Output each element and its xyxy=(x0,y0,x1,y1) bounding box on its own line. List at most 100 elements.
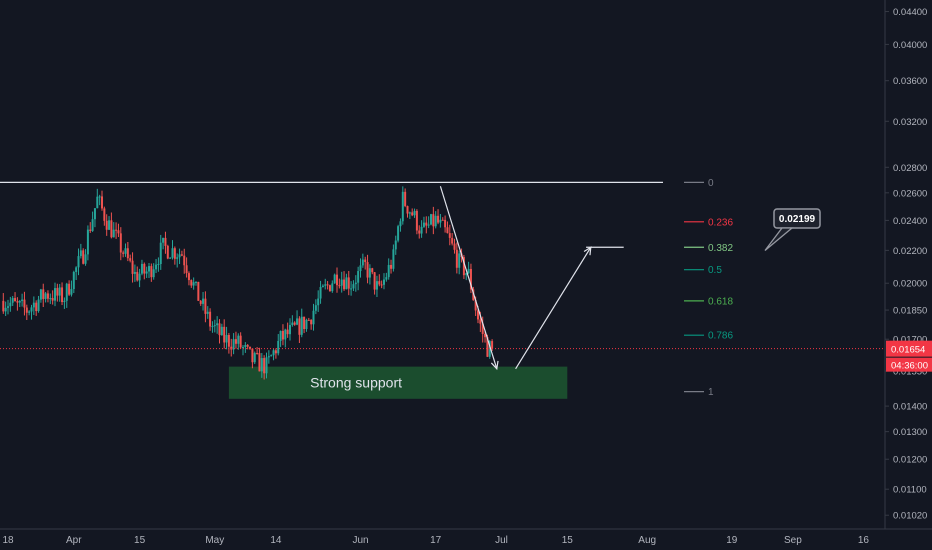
candle-body xyxy=(70,289,73,295)
price-callout[interactable]: 0.02199 xyxy=(764,208,821,252)
candle-body xyxy=(465,273,468,276)
candle-body xyxy=(65,283,68,301)
candle-body xyxy=(272,350,275,356)
candle-body xyxy=(267,356,270,358)
candle-body xyxy=(225,334,228,343)
fib-level-label: 0.618 xyxy=(708,296,733,307)
candle-body xyxy=(32,302,35,308)
candle-body xyxy=(124,248,127,254)
price-axis-ticks: 0.04400 0.04000 0.03600 0.03200 0.02800 0.026… xyxy=(885,7,927,522)
price-tick-label: 0.02600 xyxy=(893,188,927,199)
candle-body xyxy=(422,222,425,227)
candle-body xyxy=(321,285,324,287)
candle-body xyxy=(446,227,449,234)
candle-body xyxy=(211,326,214,328)
candle-body xyxy=(491,341,494,349)
fib-level-label: 0 xyxy=(708,178,714,189)
candle-body xyxy=(63,300,66,303)
candle-body xyxy=(479,319,482,324)
candle-body xyxy=(387,264,390,278)
candle-body xyxy=(37,299,40,312)
candle-body xyxy=(150,266,153,278)
countdown-badge xyxy=(886,357,932,372)
candle-body xyxy=(411,212,414,216)
candle-body xyxy=(484,333,487,338)
candle-body xyxy=(347,277,350,289)
candle-body xyxy=(458,253,461,268)
time-axis[interactable] xyxy=(0,528,932,550)
candle-body xyxy=(385,277,388,280)
candle-body xyxy=(115,229,118,231)
candle-body xyxy=(218,323,221,336)
candle-body xyxy=(399,221,402,227)
countdown-value: 04:36:00 xyxy=(891,361,928,372)
candle-body xyxy=(86,229,89,255)
candle-body xyxy=(164,237,167,246)
time-tick-label: 19 xyxy=(726,535,738,546)
candle-body xyxy=(202,298,205,304)
candle-body xyxy=(51,298,54,301)
fib-level-label: 0.236 xyxy=(708,217,733,228)
candle-body xyxy=(30,307,33,312)
candle-body xyxy=(129,258,132,261)
candle-body xyxy=(223,326,226,343)
candle-body xyxy=(169,257,172,259)
projection-segment xyxy=(515,246,592,370)
price-tick-label: 0.04000 xyxy=(893,40,927,51)
candle-body xyxy=(44,293,47,299)
candle-body xyxy=(397,226,400,241)
candle-body xyxy=(380,284,383,286)
candle-body xyxy=(126,248,129,259)
candle-body xyxy=(366,262,369,278)
candle-body xyxy=(472,289,475,301)
candle-body xyxy=(7,306,9,308)
callout-label: 0.02199 xyxy=(779,214,816,225)
candle-body xyxy=(180,254,183,256)
last-price-badges: 0.01654 04:36:00 xyxy=(886,340,932,372)
candle-body xyxy=(209,311,212,327)
candle-body xyxy=(35,302,38,312)
candle-body xyxy=(192,282,195,286)
candle-body xyxy=(406,206,409,214)
candle-body xyxy=(364,259,367,263)
candle-body xyxy=(425,222,428,226)
candle-body xyxy=(84,254,87,264)
candle-body xyxy=(333,274,336,284)
price-tick-label: 0.04400 xyxy=(893,7,927,18)
support-zone: Strong support xyxy=(228,366,568,399)
candle-body xyxy=(176,257,179,259)
candle-body xyxy=(110,220,113,238)
time-tick-label: Jul xyxy=(495,535,508,546)
time-axis-ticks: 18 Apr 15 May 14 Jun 17 Jul 15 Aug 19 Sep 16 xyxy=(2,535,869,546)
candle-body xyxy=(190,280,193,286)
candle-body xyxy=(305,319,308,330)
candle-body xyxy=(234,339,237,344)
candle-body xyxy=(357,271,360,283)
candle-body xyxy=(143,263,146,274)
candle-body xyxy=(437,215,440,223)
candle-body xyxy=(157,263,160,265)
candle-body xyxy=(239,335,242,348)
candle-body xyxy=(159,242,162,264)
candle-body xyxy=(197,281,200,301)
price-axis[interactable] xyxy=(884,0,932,529)
candle-body xyxy=(213,325,216,327)
fibonacci-retracement: 0 0.236 0.382 0.5 0.618 0.786 1 xyxy=(684,178,733,398)
time-tick-label: Apr xyxy=(66,535,82,546)
candle-body xyxy=(96,196,99,209)
candle-body xyxy=(140,263,143,274)
time-tick-label: 15 xyxy=(134,535,146,546)
candle-body xyxy=(324,284,327,286)
candle-body xyxy=(25,307,28,313)
candle-body xyxy=(253,353,256,363)
candle-body xyxy=(296,318,299,325)
candle-body xyxy=(310,319,313,325)
candle-body xyxy=(434,215,437,227)
candle-body xyxy=(251,348,254,363)
candle-body xyxy=(284,329,287,340)
candle-body xyxy=(281,330,284,340)
price-tick-label: 0.03600 xyxy=(893,76,927,87)
candle-body xyxy=(61,287,64,303)
candle-body xyxy=(195,281,197,283)
